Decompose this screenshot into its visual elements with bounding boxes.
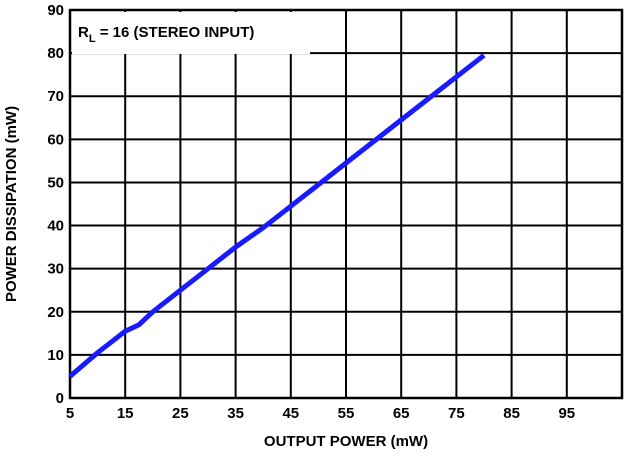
- x-tick-labels: 5 15 25 35 45 55 65 75 85 95: [66, 405, 575, 422]
- y-axis-label: POWER DISSIPATION (mW): [3, 106, 20, 302]
- x-tick-label: 65: [393, 405, 410, 422]
- annotation-suffix: = 16 (STEREO INPUT): [96, 24, 255, 41]
- annotation-prefix: R: [78, 24, 89, 41]
- x-tick-label: 35: [227, 405, 244, 422]
- x-tick-label: 55: [338, 405, 355, 422]
- y-tick-label: 20: [47, 304, 64, 321]
- x-tick-label: 15: [117, 405, 134, 422]
- annotation-background: [72, 12, 310, 54]
- x-axis-label: OUTPUT POWER (mW): [264, 433, 428, 450]
- y-tick-label: 10: [47, 347, 64, 364]
- y-tick-label: 80: [47, 45, 64, 62]
- x-tick-label: 95: [558, 405, 575, 422]
- x-tick-label: 5: [66, 405, 74, 422]
- y-tick-label: 40: [47, 218, 64, 235]
- x-tick-label: 85: [503, 405, 520, 422]
- x-tick-label: 75: [448, 405, 465, 422]
- series-line: [68, 53, 486, 379]
- plot-frame: [68, 8, 624, 400]
- grid: [69, 9, 622, 399]
- annotation-box: RL = 16 (STEREO INPUT): [72, 12, 310, 54]
- series-layer: [68, 53, 486, 379]
- y-tick-label: 50: [47, 174, 64, 191]
- y-tick-labels: 0 10 20 30 40 50 60 70 80 90: [47, 2, 64, 407]
- x-tick-label: 25: [172, 405, 189, 422]
- y-tick-label: 0: [56, 390, 64, 407]
- annotation-text: RL = 16 (STEREO INPUT): [78, 24, 254, 45]
- y-tick-label: 60: [47, 131, 64, 148]
- annotation-subscript: L: [89, 33, 96, 45]
- y-tick-label: 70: [47, 88, 64, 105]
- x-tick-label: 45: [282, 405, 299, 422]
- y-tick-label: 30: [47, 261, 64, 278]
- y-tick-label: 90: [47, 2, 64, 19]
